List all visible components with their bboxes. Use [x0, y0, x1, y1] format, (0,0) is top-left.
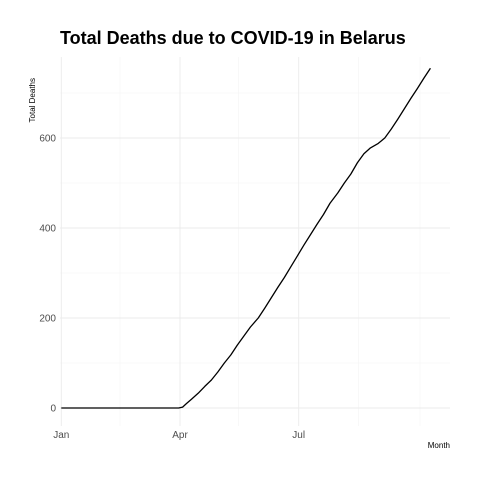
tick-labels: 0 200 400 600 Jan Apr Jul — [39, 134, 305, 442]
y-tick-label: 200 — [39, 314, 56, 325]
y-tick-label: 400 — [39, 224, 56, 235]
chart-title: Total Deaths due to COVID-19 in Belarus — [60, 28, 406, 48]
x-tick-label: Jan — [53, 430, 69, 441]
grid — [60, 57, 450, 426]
y-tick-label: 0 — [50, 404, 56, 415]
x-tick-label: Apr — [172, 430, 188, 441]
x-axis-title: Month — [428, 441, 450, 450]
y-axis-title: Total Deaths — [28, 78, 37, 122]
x-tick-label: Jul — [292, 430, 305, 441]
series-layer — [61, 67, 431, 409]
series-line-total-deaths — [61, 67, 431, 409]
y-tick-label: 600 — [39, 134, 56, 145]
